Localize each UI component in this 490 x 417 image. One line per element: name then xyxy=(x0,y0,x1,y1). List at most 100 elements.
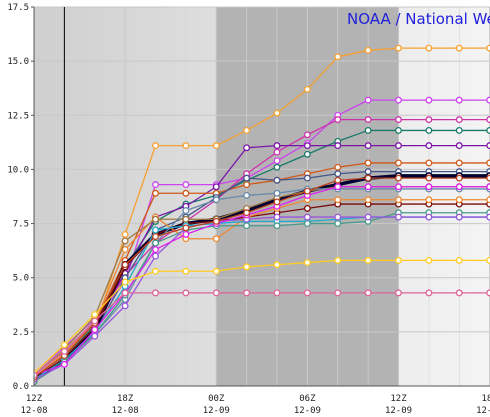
data-point xyxy=(182,207,190,215)
data-point xyxy=(152,233,159,241)
data-point xyxy=(273,176,281,184)
data-point xyxy=(91,332,99,340)
data-point xyxy=(334,142,342,150)
data-point xyxy=(364,46,372,54)
x-tick-date: 12-09 xyxy=(294,406,321,416)
y-tick-label: 5.0 xyxy=(13,274,29,284)
data-point xyxy=(455,289,463,297)
y-tick-label: 15.0 xyxy=(7,57,29,67)
data-point xyxy=(425,174,433,182)
data-point xyxy=(455,96,463,104)
data-point xyxy=(364,126,372,134)
data-point xyxy=(243,222,251,230)
data-point xyxy=(334,176,342,184)
data-point xyxy=(364,183,372,191)
data-point xyxy=(455,256,463,264)
data-point xyxy=(182,267,190,275)
data-point xyxy=(243,191,251,199)
data-point xyxy=(182,189,190,197)
data-point xyxy=(273,198,281,206)
data-point xyxy=(334,116,342,124)
data-point xyxy=(152,226,159,234)
data-point xyxy=(212,235,220,243)
data-point xyxy=(243,174,251,182)
data-point xyxy=(334,196,342,204)
data-point xyxy=(121,302,129,310)
data-point xyxy=(121,261,129,269)
data-point xyxy=(364,159,372,167)
data-point xyxy=(212,217,220,225)
data-point xyxy=(91,317,99,325)
y-tick-label: 7.5 xyxy=(13,220,29,230)
data-point xyxy=(152,142,159,150)
data-point xyxy=(152,289,159,297)
data-point xyxy=(334,163,342,171)
data-point xyxy=(425,96,433,104)
data-point xyxy=(243,144,251,152)
data-point xyxy=(273,163,281,171)
data-point xyxy=(273,109,281,117)
data-point xyxy=(364,96,372,104)
data-point xyxy=(364,196,372,204)
data-point xyxy=(395,142,402,150)
data-point xyxy=(303,220,311,228)
data-point xyxy=(395,116,402,124)
data-point xyxy=(212,289,220,297)
data-point xyxy=(212,183,220,191)
data-point xyxy=(425,196,433,204)
data-point xyxy=(182,224,190,232)
x-tick-hour: 00Z xyxy=(208,394,225,404)
data-point xyxy=(273,189,281,197)
data-point xyxy=(303,85,311,93)
data-point xyxy=(152,252,159,260)
data-point xyxy=(273,142,281,150)
x-tick-date: 12-09 xyxy=(203,406,230,416)
data-point xyxy=(273,148,281,156)
x-tick-hour: 12Z xyxy=(26,394,43,404)
data-point xyxy=(455,126,463,134)
series-17 xyxy=(34,174,490,381)
data-point xyxy=(121,289,129,297)
data-point xyxy=(212,142,220,150)
data-point xyxy=(425,289,433,297)
data-point xyxy=(91,326,99,334)
data-point xyxy=(455,196,463,204)
data-point xyxy=(395,126,402,134)
data-point xyxy=(273,261,281,269)
data-point xyxy=(364,213,372,221)
y-tick-label: 10.0 xyxy=(7,165,29,175)
data-point xyxy=(152,239,159,247)
data-point xyxy=(395,289,402,297)
data-point xyxy=(303,213,311,221)
data-point xyxy=(425,44,433,52)
data-point xyxy=(152,215,159,223)
data-point xyxy=(121,278,129,286)
data-point xyxy=(303,174,311,182)
data-point xyxy=(243,289,251,297)
data-point xyxy=(455,159,463,167)
data-point xyxy=(303,131,311,139)
data-point xyxy=(334,220,342,228)
data-point xyxy=(395,196,402,204)
data-point xyxy=(425,213,433,221)
data-point xyxy=(121,246,129,254)
x-tick-hour: 18Z xyxy=(481,394,490,404)
data-point xyxy=(182,215,190,223)
data-point xyxy=(303,150,311,158)
data-point xyxy=(364,168,372,176)
data-point xyxy=(455,213,463,221)
data-point xyxy=(60,360,68,368)
data-point xyxy=(425,159,433,167)
data-point xyxy=(395,183,402,191)
y-tick-label: 2.5 xyxy=(13,328,29,338)
data-point xyxy=(91,311,99,318)
data-point xyxy=(273,222,281,230)
data-point xyxy=(395,213,402,221)
data-point xyxy=(303,289,311,297)
data-point xyxy=(395,44,402,52)
data-point xyxy=(395,96,402,104)
data-point xyxy=(273,213,281,221)
data-point xyxy=(60,341,68,349)
data-point xyxy=(455,116,463,124)
data-point xyxy=(182,142,190,150)
